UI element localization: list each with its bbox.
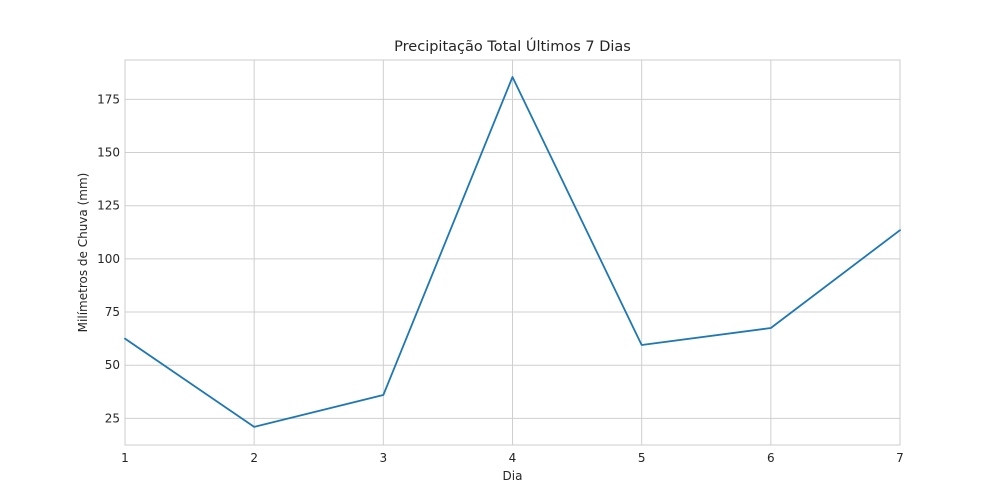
plot-frame: [124, 59, 901, 446]
x-axis-ticks: 1 2 3 4 5 6 7: [121, 451, 904, 465]
x-tick-label: 6: [767, 451, 775, 465]
y-tick-label: 175: [97, 92, 120, 106]
y-tick-label: 100: [97, 252, 120, 266]
x-tick-label: 3: [380, 451, 388, 465]
y-tick-label: 25: [105, 411, 120, 425]
x-tick-label: 2: [250, 451, 258, 465]
grid: [124, 60, 901, 445]
x-axis-label: Dia: [503, 469, 523, 483]
x-tick-label: 7: [896, 451, 904, 465]
y-tick-label: 50: [105, 358, 120, 372]
chart-title: Precipitação Total Últimos 7 Dias: [394, 37, 631, 55]
precipitation-line: [124, 76, 901, 428]
y-axis-ticks: 25 50 75 100 125 150 175: [97, 92, 120, 425]
x-tick-label: 5: [638, 451, 646, 465]
y-tick-label: 75: [105, 305, 120, 319]
x-tick-label: 4: [509, 451, 517, 465]
series-group: [124, 76, 901, 428]
y-axis-label: Milímetros de Chuva (mm): [76, 173, 90, 333]
x-tick-label: 1: [121, 451, 129, 465]
y-tick-label: 125: [97, 199, 120, 213]
y-tick-label: 150: [97, 146, 120, 160]
